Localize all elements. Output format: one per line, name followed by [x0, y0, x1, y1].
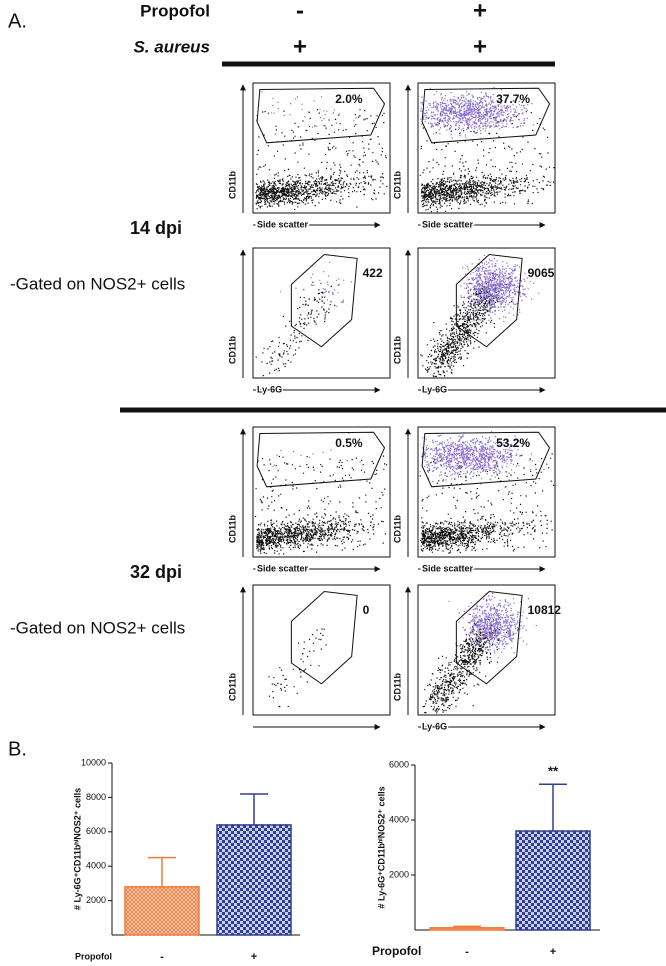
x-axis-label: Ly-6G: [257, 384, 282, 394]
y-tick-label: 2000: [86, 895, 106, 905]
header-value: -: [296, 0, 304, 24]
gate-value: 37.7%: [496, 92, 530, 106]
plot-frame: [417, 584, 556, 716]
gated-events: [457, 254, 540, 322]
events: [255, 281, 340, 377]
y-axis-label: CD11b: [227, 170, 237, 199]
events: [419, 109, 555, 213]
y-axis-label: CD11b: [392, 170, 402, 199]
gate-value: 10812: [528, 603, 562, 617]
header-label: S. aureus: [133, 37, 210, 56]
timepoint-label: 14 dpi: [130, 218, 182, 238]
y-tick-label: 10000: [81, 757, 106, 767]
events: [420, 272, 513, 378]
gate-value: 2.0%: [335, 92, 363, 106]
x-axis-label: Propofol: [75, 951, 112, 961]
gate-value: 53.2%: [496, 436, 530, 450]
events: [254, 455, 388, 555]
y-axis-label: CD11b: [227, 335, 237, 364]
panel-label: B.: [8, 738, 27, 760]
flow-plot: 53.2% CD11b Side scatter: [392, 426, 556, 575]
gating-note: -Gated on NOS2+ cells: [10, 618, 185, 637]
y-axis-label: # Ly-6G⁺CD11bʰⁱNOS2⁺ cells: [375, 786, 386, 908]
flow-plot: 10812 CD11b Ly-6G: [392, 584, 562, 733]
gate: [421, 87, 551, 144]
gate: [290, 590, 358, 685]
flow-plot: 0 CD11b: [227, 584, 391, 730]
gate: [455, 590, 523, 685]
panel-label: A.: [8, 10, 27, 32]
header-label: Propofol: [140, 1, 210, 20]
y-tick-label: 4000: [86, 861, 106, 871]
gating-note: -Gated on NOS2+ cells: [10, 274, 185, 293]
flow-plot: 2.0% CD11b Side scatter: [227, 82, 391, 231]
y-tick-label: 8000: [86, 792, 106, 802]
x-axis-label: Side scatter: [422, 563, 474, 573]
timepoint-label: 32 dpi: [130, 562, 182, 582]
gate-value: 0: [363, 603, 370, 617]
y-axis-label: CD11b: [392, 335, 402, 364]
y-axis-label: CD11b: [227, 672, 237, 701]
bar: [124, 886, 200, 936]
events: [419, 453, 555, 554]
category-label: -: [160, 951, 164, 963]
plot-frame: [417, 426, 556, 558]
y-axis-label: CD11b: [392, 514, 402, 543]
gated-events: [448, 592, 539, 659]
x-axis-label: Side scatter: [422, 219, 474, 229]
flow-plot: 9065 CD11b Ly-6G: [392, 247, 556, 396]
significance: **: [548, 764, 559, 779]
y-tick-label: 2000: [389, 869, 409, 879]
y-axis-label: # Ly-6G⁺CD11bʰⁱNOS2⁺ cells: [71, 788, 82, 910]
y-tick-label: 4000: [389, 814, 409, 824]
y-axis-label: CD11b: [227, 514, 237, 543]
gate-value: 422: [363, 266, 383, 280]
plot-frame: [252, 584, 391, 716]
gated-events: [419, 431, 545, 488]
gate: [290, 253, 358, 348]
plot-frame: [417, 82, 556, 214]
category-label: +: [251, 951, 257, 963]
plot-frame: [252, 426, 391, 558]
flow-plot: 422 CD11b Ly-6G: [227, 247, 391, 396]
plot-frame: [252, 247, 391, 379]
bar: [515, 830, 591, 931]
gate-value: 0.5%: [335, 436, 363, 450]
category-label: +: [550, 946, 556, 958]
x-axis-label: Ly-6G: [422, 721, 447, 731]
bar: [216, 824, 292, 936]
flow-plot: 0.5% CD11b Side scatter: [227, 426, 391, 575]
y-tick-label: 6000: [389, 759, 409, 769]
y-tick-label: 6000: [86, 826, 106, 836]
gate: [455, 253, 523, 348]
gate: [256, 87, 386, 144]
header-value: +: [473, 33, 487, 60]
gate: [256, 431, 386, 488]
events: [255, 109, 388, 211]
header-value: +: [293, 33, 307, 60]
events: [422, 607, 515, 714]
gate: [421, 431, 551, 488]
x-axis-label: Ly-6G: [422, 384, 447, 394]
gated-events: [420, 86, 542, 139]
x-axis-label: Side scatter: [257, 219, 309, 229]
x-axis-label: Propofol: [372, 944, 421, 958]
plot-frame: [252, 82, 391, 214]
gate-value: 9065: [528, 266, 555, 280]
x-axis-label: Side scatter: [257, 563, 309, 573]
bar: [429, 927, 505, 931]
header-value: +: [473, 0, 487, 24]
y-axis-label: CD11b: [392, 672, 402, 701]
flow-plot: 37.7% CD11b Side scatter: [392, 82, 556, 231]
category-label: -: [465, 946, 469, 958]
events: [268, 628, 327, 708]
plot-frame: [417, 247, 556, 379]
